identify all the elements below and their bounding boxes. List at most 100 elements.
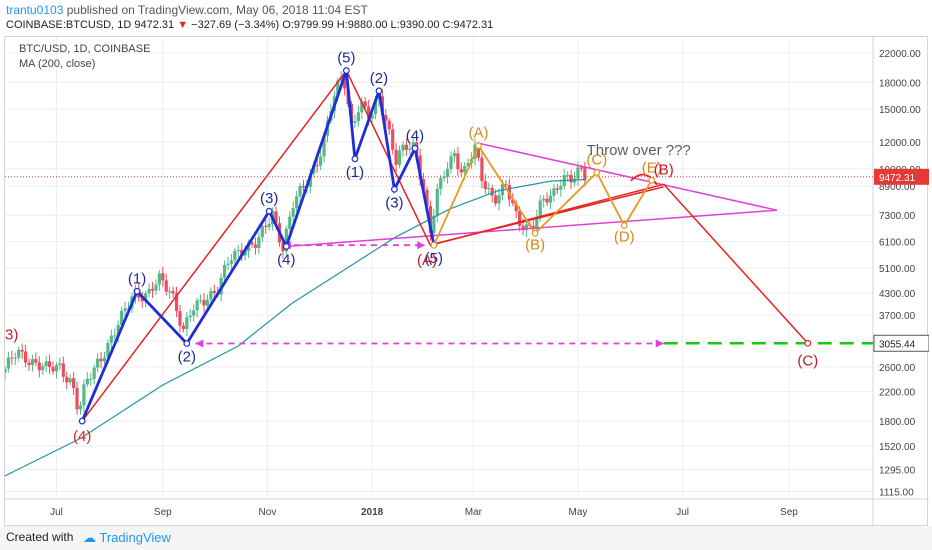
candle (452, 153, 457, 157)
created-with-text: Created with (6, 530, 74, 544)
legend-ma[interactable]: MA (200, close) (19, 58, 96, 70)
candle (20, 349, 24, 352)
candle (78, 405, 83, 410)
candle (301, 185, 306, 188)
pivot-marker (531, 229, 539, 237)
target-price-label: 3055.44 (879, 339, 916, 350)
candle (13, 357, 17, 359)
candle (442, 176, 446, 178)
impulse-wave-label: (5) (425, 250, 443, 267)
candle (504, 184, 508, 186)
pivot-marker (282, 243, 290, 250)
candle (267, 224, 271, 227)
candle (298, 185, 302, 197)
candle (178, 311, 182, 326)
candle (439, 177, 443, 189)
pivot-marker (265, 207, 273, 215)
candle (404, 144, 409, 150)
y-tick-label: 6100.00 (879, 238, 916, 249)
candle (27, 362, 31, 366)
candle (209, 291, 213, 300)
x-tick-label: Jul (676, 507, 689, 518)
legend-symbol: BTC/USD, 1D, COINBASE (19, 43, 151, 55)
candle (188, 315, 192, 318)
candle (5, 368, 7, 373)
candle (483, 181, 487, 189)
symbol: COINBASE:BTCUSD, 1D (6, 19, 132, 31)
candle (157, 273, 161, 285)
candle (85, 378, 89, 385)
candle (89, 378, 93, 380)
candle (401, 144, 405, 151)
pivot-marker (351, 155, 359, 163)
candle (68, 378, 72, 383)
candle (353, 121, 357, 123)
y-tick-label: 15000.00 (879, 105, 921, 116)
pivot-marker (133, 287, 141, 295)
candle (490, 187, 494, 196)
candle (542, 198, 546, 201)
candle (102, 357, 107, 362)
candle (274, 211, 278, 224)
price-chart[interactable]: 22000.0018000.0015000.0012000.0010000.00… (5, 37, 929, 527)
candle (92, 367, 96, 379)
candle (339, 76, 343, 81)
tradingview-logo[interactable]: ☁ TradingView (83, 530, 171, 546)
candle (58, 363, 62, 366)
publisher-user[interactable]: trantu0103 (6, 3, 64, 17)
abc-wave-label: (C) (586, 152, 607, 169)
throw-over-arc (630, 173, 658, 186)
candle (23, 351, 28, 363)
candle (233, 251, 237, 261)
candle (30, 359, 35, 366)
y-tick-label: 5100.00 (879, 264, 916, 275)
candle (373, 99, 378, 115)
pivot-marker (375, 87, 383, 95)
candle (566, 174, 570, 176)
y-tick-label: 1520.00 (879, 442, 916, 453)
y-tick-label: 8900.00 (879, 182, 916, 193)
candle (487, 187, 491, 189)
x-tick-label: 2018 (361, 507, 384, 518)
candle (51, 367, 55, 372)
candle (37, 362, 41, 371)
candle (168, 291, 172, 293)
down-arrow-icon: ▼ (177, 19, 189, 31)
candle (34, 359, 38, 363)
abc-wave-label: (D) (614, 229, 635, 246)
candle (116, 325, 120, 336)
publisher-line: trantu0103 published on TradingView.com,… (6, 3, 368, 17)
x-tick-label: Nov (259, 507, 277, 518)
arrowhead-left (195, 339, 204, 348)
y-tick-label: 2200.00 (879, 388, 916, 399)
candle (281, 242, 285, 252)
candle (538, 200, 542, 217)
candle (113, 335, 117, 337)
abc-wave-label: (B) (525, 236, 545, 253)
published-text: published on TradingView.com, May 06, 20… (66, 3, 368, 17)
candle (195, 300, 199, 311)
pivot-marker (620, 222, 628, 229)
abc-wave-label: (E) (642, 159, 662, 176)
y-tick-label: 4300.00 (879, 289, 916, 300)
chart-header: trantu0103 published on TradingView.com,… (0, 0, 932, 36)
candle (336, 80, 340, 97)
candle (75, 388, 79, 410)
candle (96, 358, 100, 368)
pivot-marker (475, 142, 482, 150)
candle (6, 357, 11, 369)
candle (185, 317, 189, 329)
candle (476, 144, 481, 158)
arrowhead-right (655, 339, 664, 348)
pivot-marker (593, 169, 601, 176)
candle (397, 150, 402, 165)
candle (44, 361, 48, 367)
candle (202, 300, 206, 306)
cut-wave-label: 3) (5, 326, 18, 343)
candle (569, 174, 573, 183)
candle (548, 195, 553, 203)
chart-area[interactable]: 22000.0018000.0015000.0012000.0010000.00… (4, 36, 929, 527)
candle (61, 363, 65, 377)
candle (480, 157, 484, 182)
pivot-marker (183, 340, 191, 347)
